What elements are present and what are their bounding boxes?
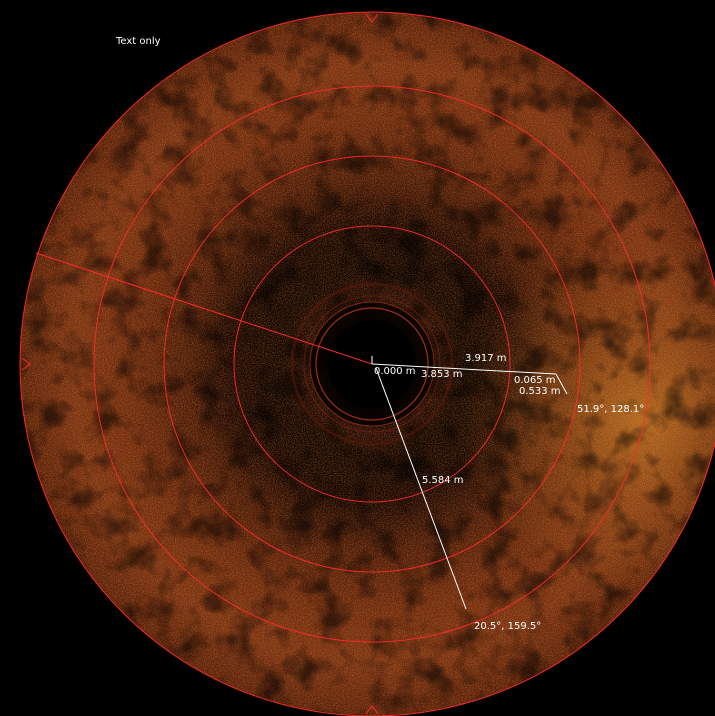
range-rings: [19, 11, 715, 716]
transducer-rings: [290, 282, 454, 446]
line-a-inner-length-label: 3.853 m: [421, 369, 463, 380]
line-a-angles-label: 51.9°, 128.1°: [577, 404, 644, 415]
measure-line-a[interactable]: [371, 356, 568, 395]
origin-label: 0.000 m: [374, 366, 416, 377]
line-a-offset-a-label: 0.065 m: [514, 375, 556, 386]
heading-line: [35, 252, 373, 365]
edge-markers: [21, 13, 379, 715]
line-a-length-label: 3.917 m: [465, 353, 507, 364]
line-a-offset-b-label: 0.533 m: [519, 386, 561, 397]
measure-line-b[interactable]: [375, 367, 467, 610]
line-b-angles-label: 20.5°, 159.5°: [474, 621, 541, 632]
display-mode-label[interactable]: Text only: [116, 36, 161, 47]
line-b-length-label: 5.584 m: [422, 475, 464, 486]
